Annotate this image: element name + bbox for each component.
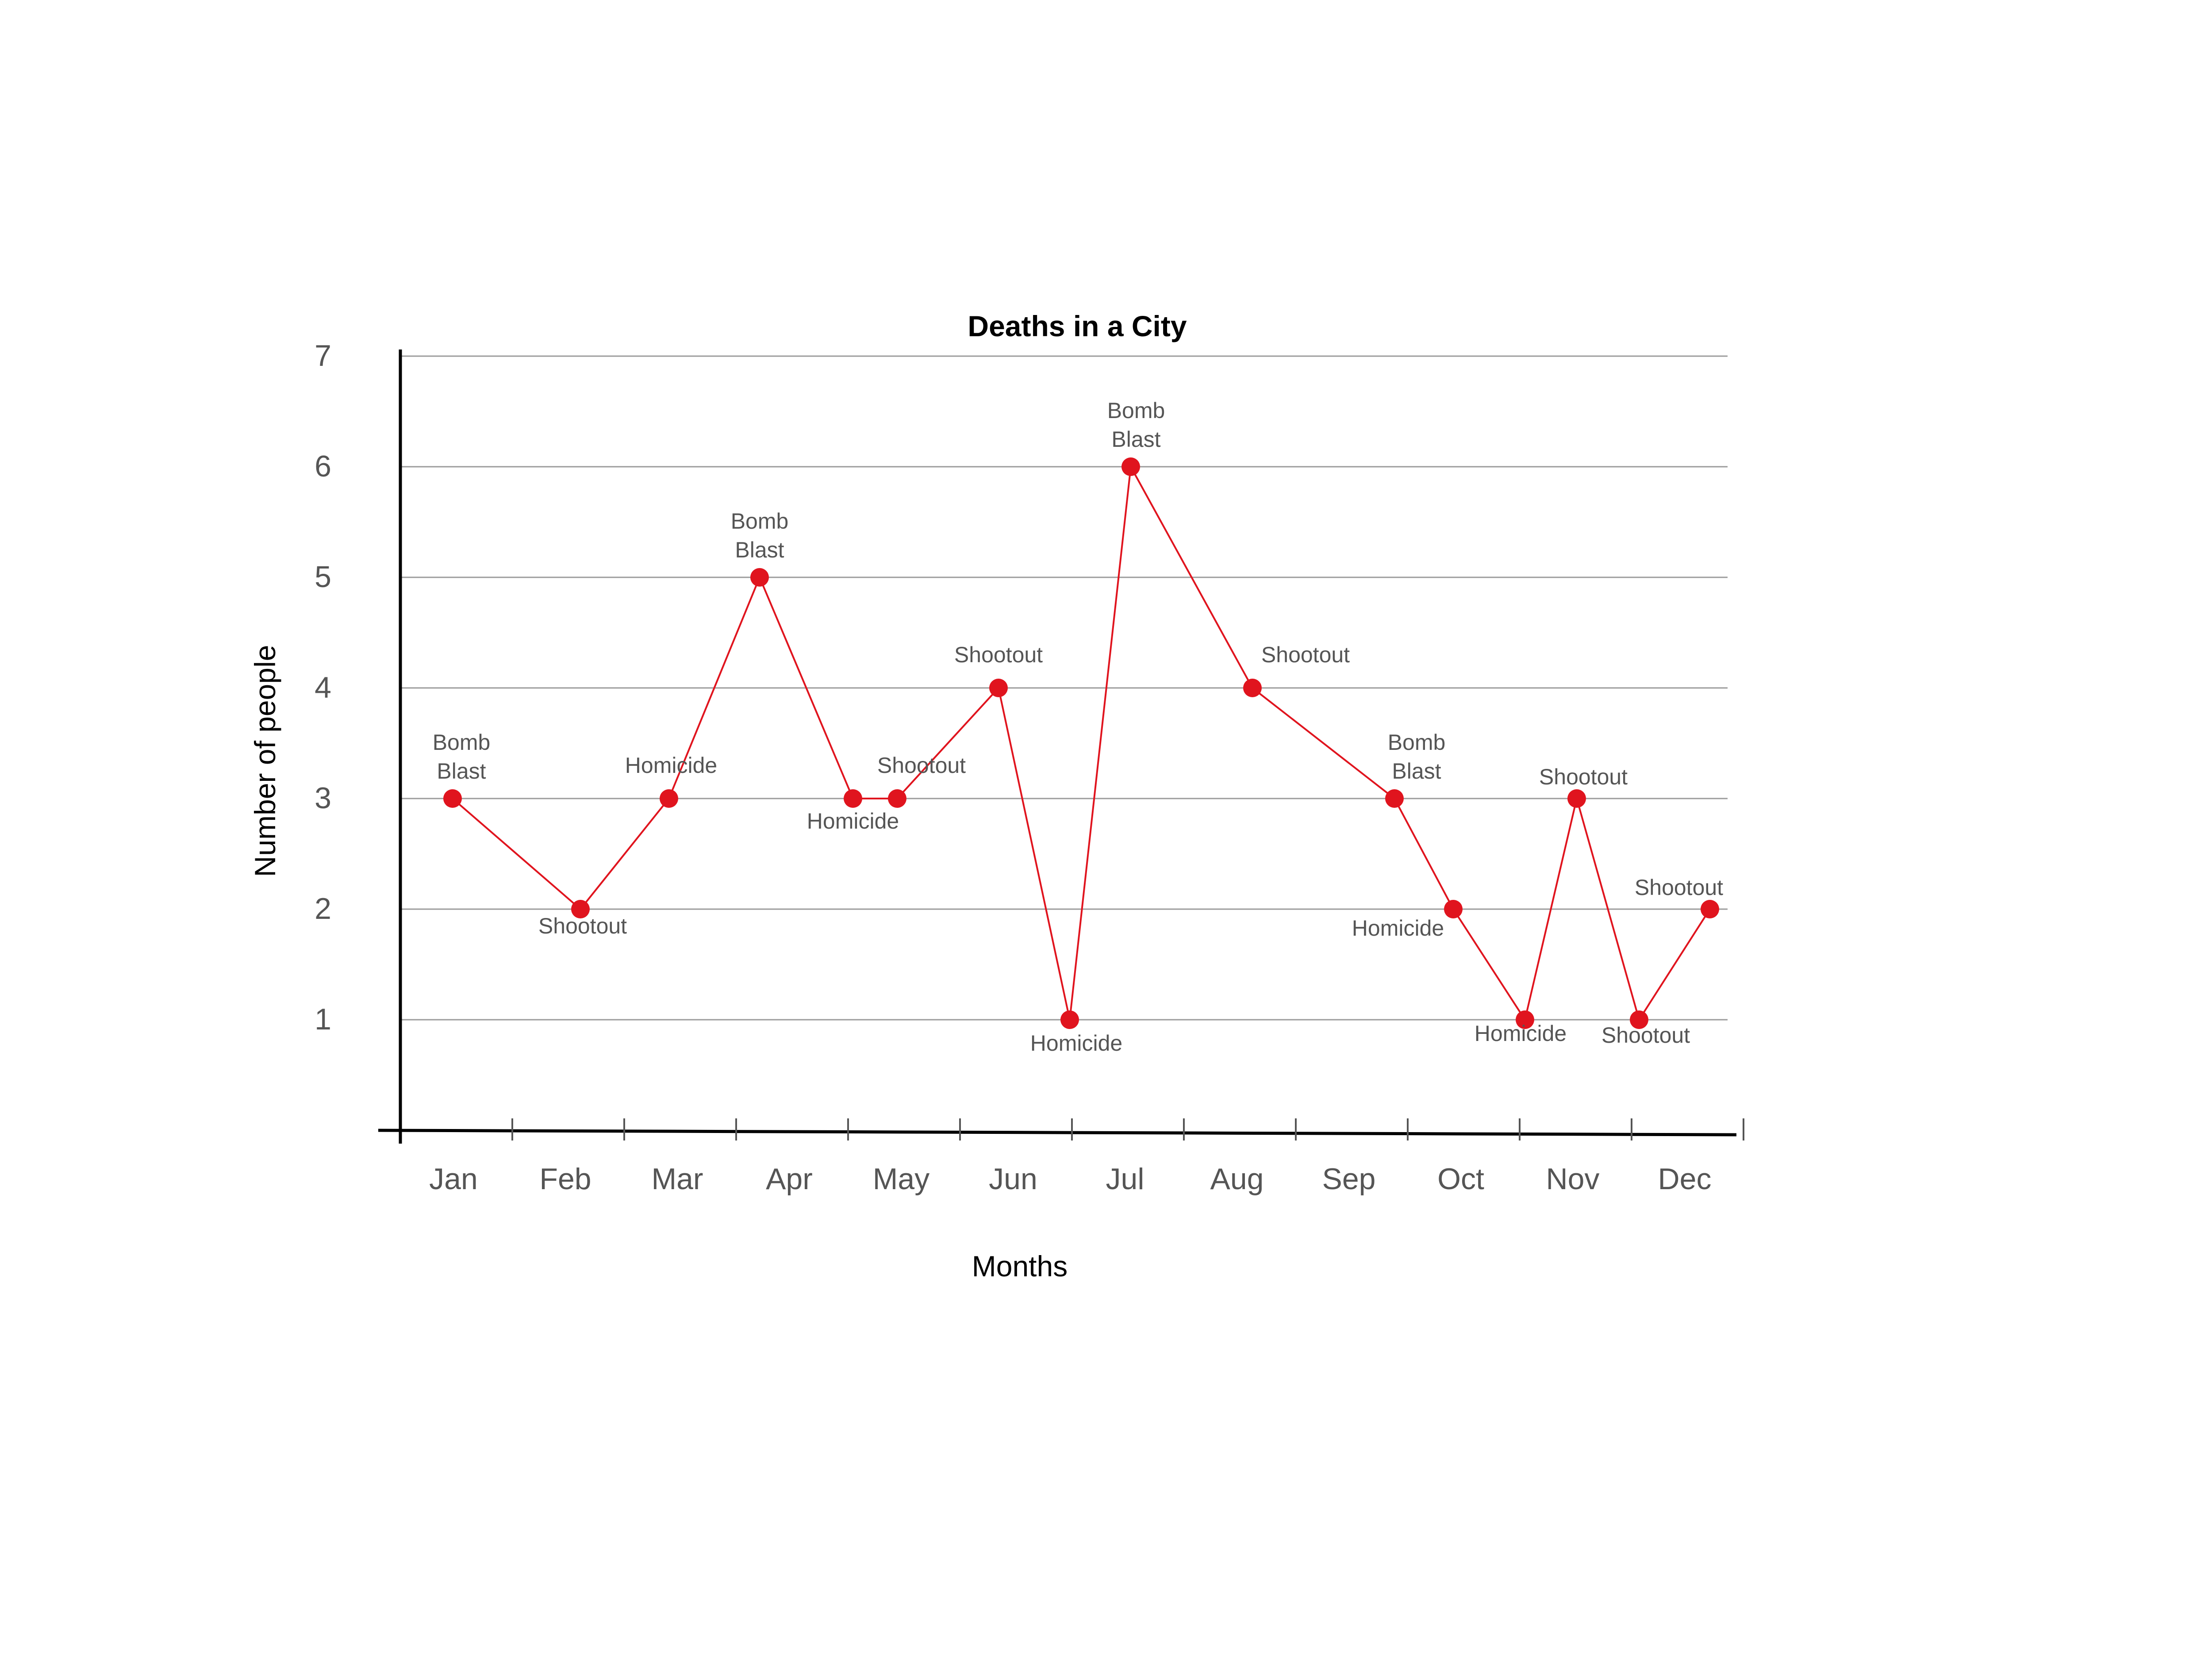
x-tick-label-apr: Apr xyxy=(766,1162,813,1196)
series xyxy=(452,464,1711,1022)
markers xyxy=(443,457,1719,1029)
x-axis xyxy=(378,1129,1737,1137)
data-label-feb: Shootout xyxy=(538,914,627,938)
x-tick-label-may: May xyxy=(873,1162,929,1196)
data-point-aug xyxy=(1243,679,1262,697)
data-point-nov xyxy=(1567,789,1586,808)
data-point-may xyxy=(844,789,862,808)
data-label-aug: Shootout xyxy=(1261,642,1350,667)
data-point-jun xyxy=(989,679,1008,697)
x-tick-label-sep: Sep xyxy=(1322,1162,1376,1196)
y-tick-label-3: 3 xyxy=(315,781,331,815)
data-point-jul xyxy=(1121,457,1140,476)
y-tick-label-1: 1 xyxy=(315,1002,331,1036)
series-line xyxy=(452,464,1711,1022)
x-tick-label-jul: Jul xyxy=(1106,1162,1144,1196)
axes xyxy=(378,349,1737,1144)
data-label-jan: Bomb Blast xyxy=(433,730,491,783)
data-point-feb xyxy=(571,900,590,918)
data-label-sep: Bomb Blast xyxy=(1388,730,1446,783)
x-tick-label-nov: Nov xyxy=(1546,1162,1600,1196)
data-label-nov: Shootout xyxy=(1601,1023,1690,1048)
x-tick-label-feb: Feb xyxy=(539,1162,591,1196)
data-label-jun: Shootout xyxy=(954,642,1043,667)
data-label-oct: Homicide xyxy=(1352,916,1444,941)
y-tick-label-4: 4 xyxy=(315,671,331,704)
data-label-jun: Homicide xyxy=(1030,1031,1122,1056)
point-labels: Bomb Blast Shootout Homicide Bomb Blast Homici… xyxy=(433,398,1724,1056)
data-label-may: Shootout xyxy=(877,753,966,778)
data-label-dec: Shootout xyxy=(1635,875,1723,900)
data-label-mar: Homicide xyxy=(625,753,717,778)
data-label-apr: Bomb Blast xyxy=(731,509,789,562)
data-point-mar xyxy=(660,789,678,808)
x-tick-label-aug: Aug xyxy=(1210,1162,1264,1196)
data-point-apr xyxy=(750,568,769,587)
x-tick-label-mar: Mar xyxy=(651,1162,703,1196)
data-label-oct: Homicide xyxy=(1475,1021,1567,1046)
data-point-jan xyxy=(443,789,462,808)
data-point-nov xyxy=(1630,1010,1648,1029)
chart-title: Deaths in a City xyxy=(968,310,1187,342)
data-point-oct xyxy=(1516,1010,1534,1029)
data-point-oct xyxy=(1444,900,1463,918)
data-point-dec xyxy=(1701,900,1719,918)
y-tick-label-6: 6 xyxy=(315,449,331,483)
x-tick-label-jan: Jan xyxy=(429,1162,478,1196)
y-tick-label-5: 5 xyxy=(315,560,331,594)
x-ticks: Jan Feb Mar Apr May Jun Jul Aug Sep Oct Nov Dec xyxy=(429,1118,1744,1196)
x-tick-label-oct: Oct xyxy=(1437,1162,1484,1196)
x-tick-label-jun: Jun xyxy=(989,1162,1037,1196)
y-tick-label-7: 7 xyxy=(315,339,331,373)
data-point-may xyxy=(888,789,906,808)
grid xyxy=(400,355,1728,1021)
y-axis-label: Number of people xyxy=(249,645,281,877)
data-point-jun xyxy=(1060,1010,1079,1029)
x-tick-label-dec: Dec xyxy=(1658,1162,1712,1196)
data-point-sep xyxy=(1385,789,1404,808)
data-label-jul: Bomb Blast xyxy=(1107,398,1165,452)
x-axis-label: Months xyxy=(972,1250,1068,1283)
y-ticks: 1 2 3 4 5 6 7 xyxy=(315,339,331,1036)
y-tick-label-2: 2 xyxy=(315,892,331,926)
data-label-may: Homicide xyxy=(807,809,899,833)
data-label-nov: Shootout xyxy=(1539,764,1628,789)
